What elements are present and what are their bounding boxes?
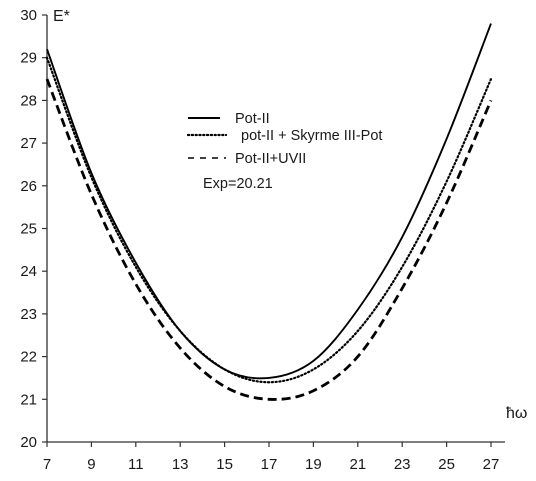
legend-label-1: Pot-II — [235, 111, 270, 127]
x-tick-label: 23 — [394, 456, 411, 473]
x-tick-label: 15 — [216, 456, 233, 473]
y-tick-label: 26 — [20, 178, 37, 195]
legend-label-3: Pot-II+UVII — [235, 151, 306, 167]
series-line-2 — [45, 56, 493, 384]
axes: 20 21 22 23 24 25 26 27 28 29 30 7 9 11 13 15 17 19 21 23 25… — [20, 7, 505, 473]
legend-label-2: pot-II + Skyrme III-Pot — [241, 128, 382, 144]
series-line-1 — [46, 23, 492, 380]
series-group — [45, 23, 493, 401]
y-tick-label: 25 — [20, 221, 37, 238]
x-tick-label: 9 — [87, 456, 95, 473]
x-tick-label: 17 — [261, 456, 278, 473]
x-tick-label: 7 — [43, 456, 51, 473]
x-tick-label: 21 — [349, 456, 366, 473]
y-axis-label: E* — [53, 8, 70, 25]
y-tick-label: 27 — [20, 135, 37, 152]
y-tick-label: 29 — [20, 50, 37, 67]
y-tick-label: 21 — [20, 391, 37, 408]
y-tick-label: 24 — [20, 263, 37, 280]
y-tick-label: 30 — [20, 7, 37, 24]
x-axis-label: ħω — [506, 405, 527, 422]
y-tick-label: 20 — [20, 434, 37, 451]
annotation-exp: Exp=20.21 — [203, 176, 273, 192]
series-line-3 — [45, 78, 493, 401]
y-tick-label: 28 — [20, 92, 37, 109]
x-tick-label: 27 — [483, 456, 500, 473]
x-tick-label: 11 — [128, 456, 144, 473]
x-tick-label: 19 — [305, 456, 322, 473]
x-tick-label: 13 — [172, 456, 189, 473]
y-tick-label: 22 — [20, 349, 37, 366]
y-tick-label: 23 — [20, 306, 37, 323]
x-tick-label: 25 — [438, 456, 455, 473]
